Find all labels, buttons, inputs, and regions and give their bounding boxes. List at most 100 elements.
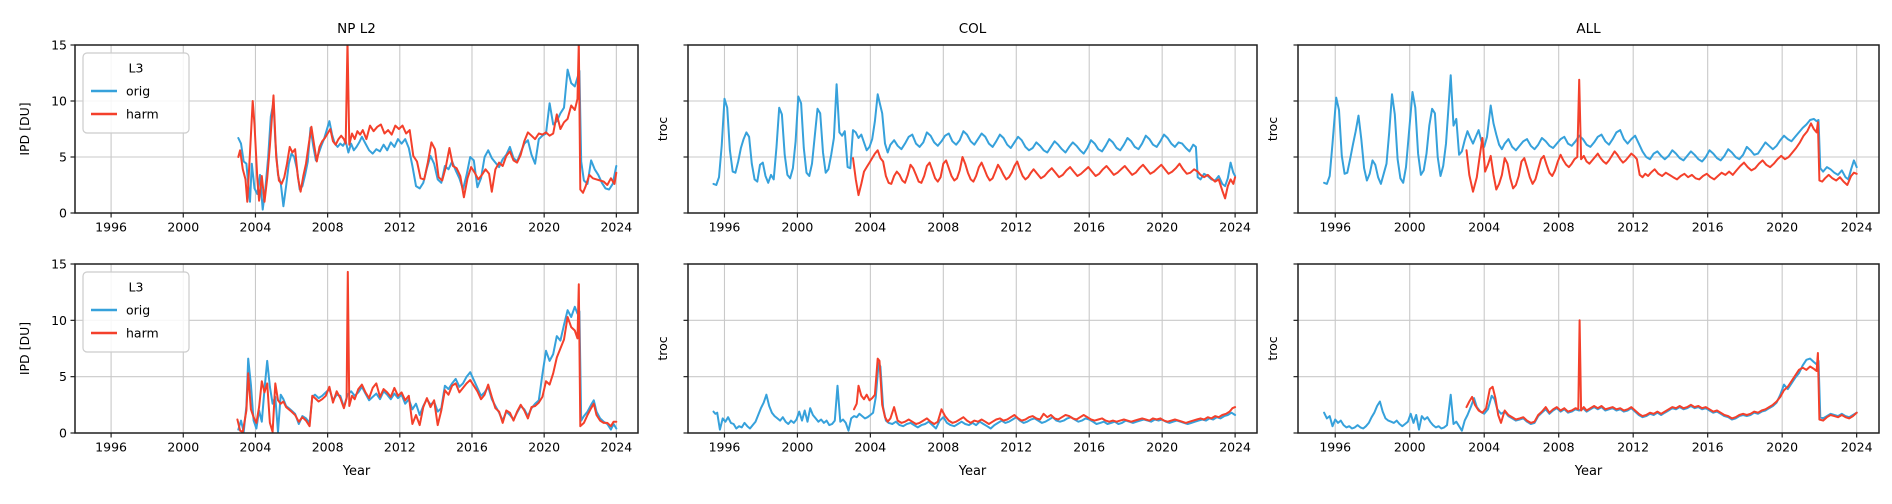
x-tick-label: 2004 bbox=[240, 440, 272, 455]
x-tick-label: 1996 bbox=[709, 440, 741, 455]
y-axis-label: IPD [DU] bbox=[17, 322, 32, 375]
plot-border bbox=[74, 44, 639, 214]
plot-border bbox=[687, 263, 1258, 434]
x-tick-label: 2024 bbox=[1219, 220, 1251, 235]
plot-border bbox=[1297, 263, 1880, 434]
series-line-harm bbox=[237, 45, 618, 203]
subplot-title: NP L2 bbox=[337, 21, 376, 37]
y-tick-label: 15 bbox=[51, 257, 67, 272]
x-tick-label: 2004 bbox=[854, 440, 886, 455]
x-tick-label: 2012 bbox=[384, 440, 416, 455]
series-line-harm bbox=[852, 149, 1237, 200]
x-tick-label: 1996 bbox=[1319, 440, 1351, 455]
x-tick-label: 1996 bbox=[95, 440, 127, 455]
x-axis-label: Year bbox=[1574, 464, 1603, 479]
x-tick-label: 2016 bbox=[1073, 220, 1105, 235]
subplot-np-l2-top: 1996 2000 2004 2008 2012 2016 2020 2024 0 5 10 15 NP… bbox=[17, 21, 639, 235]
x-tick-label: 2016 bbox=[1692, 440, 1724, 455]
x-tick-label: 2008 bbox=[312, 440, 344, 455]
series-line-orig bbox=[712, 362, 1237, 432]
y-axis-label: troc bbox=[655, 117, 670, 141]
x-tick-label: 2004 bbox=[1468, 440, 1500, 455]
series-line-orig bbox=[1323, 74, 1858, 185]
x-tick-label: 2020 bbox=[1766, 220, 1798, 235]
y-tick-label: 0 bbox=[59, 206, 67, 221]
y-tick-label: 10 bbox=[51, 94, 67, 109]
subplot-np-l2-bottom: 1996 2000 2004 2008 2012 2016 2020 2024 0 5 10 15 IP… bbox=[17, 257, 639, 479]
x-tick-label: 2024 bbox=[600, 440, 632, 455]
subplot-col-top: 1996 2000 2004 2008 2012 2016 2020 2024 COL troc bbox=[655, 21, 1258, 235]
x-tick-label: 2016 bbox=[1073, 440, 1105, 455]
x-tick-label: 2012 bbox=[1617, 440, 1649, 455]
series-line-orig bbox=[237, 305, 618, 433]
x-tick-label: 2024 bbox=[1841, 220, 1873, 235]
x-tick-label: 1996 bbox=[95, 220, 127, 235]
y-axis-label: troc bbox=[1265, 336, 1280, 360]
y-tick-label: 15 bbox=[51, 38, 67, 53]
x-tick-label: 2000 bbox=[167, 220, 199, 235]
series-line-harm bbox=[236, 270, 618, 433]
x-tick-label: 2024 bbox=[600, 220, 632, 235]
y-tick-label: 0 bbox=[59, 426, 67, 441]
x-tick-label: 2000 bbox=[1394, 220, 1426, 235]
x-tick-label: 2012 bbox=[384, 220, 416, 235]
x-tick-label: 2020 bbox=[1146, 220, 1178, 235]
legend: L3 orig harm bbox=[82, 271, 190, 353]
x-tick-label: 2000 bbox=[167, 440, 199, 455]
x-tick-label: 2020 bbox=[1146, 440, 1178, 455]
x-tick-label: 2020 bbox=[1766, 440, 1798, 455]
subplot-title: ALL bbox=[1576, 21, 1601, 37]
legend-title: L3 bbox=[129, 61, 144, 76]
x-tick-label: 2004 bbox=[240, 220, 272, 235]
legend-label-harm: harm bbox=[126, 326, 159, 341]
x-tick-label: 2020 bbox=[528, 440, 560, 455]
legend-label-harm: harm bbox=[126, 107, 159, 122]
legend-title: L3 bbox=[129, 280, 144, 295]
x-tick-label: 2008 bbox=[1543, 220, 1575, 235]
x-tick-label: 2016 bbox=[1692, 220, 1724, 235]
series-line-harm bbox=[1465, 78, 1858, 193]
legend-label-orig: orig bbox=[126, 303, 150, 318]
plot-border bbox=[687, 44, 1258, 214]
y-axis-label: troc bbox=[1265, 117, 1280, 141]
x-tick-label: 2004 bbox=[854, 220, 886, 235]
plot-border bbox=[1297, 44, 1880, 214]
x-tick-label: 2024 bbox=[1841, 440, 1873, 455]
x-tick-label: 2008 bbox=[927, 440, 959, 455]
plot-border bbox=[74, 263, 639, 434]
series-line-orig bbox=[712, 83, 1237, 188]
x-tick-label: 2008 bbox=[1543, 440, 1575, 455]
x-tick-label: 2000 bbox=[782, 220, 814, 235]
x-tick-label: 2000 bbox=[1394, 440, 1426, 455]
x-tick-label: 1996 bbox=[1319, 220, 1351, 235]
x-tick-label: 2024 bbox=[1219, 440, 1251, 455]
y-axis-label: IPD [DU] bbox=[17, 102, 32, 155]
subplot-col-bottom: 1996 2000 2004 2008 2012 2016 2020 2024 troc Year bbox=[655, 263, 1258, 479]
y-axis-label: troc bbox=[655, 336, 670, 360]
x-axis-label: Year bbox=[958, 464, 987, 479]
subplot-all-top: 1996 2000 2004 2008 2012 2016 2020 2024 ALL troc bbox=[1265, 21, 1880, 235]
x-tick-label: 2008 bbox=[927, 220, 959, 235]
x-tick-label: 2012 bbox=[1000, 440, 1032, 455]
series-line-harm bbox=[1465, 319, 1858, 424]
x-tick-label: 1996 bbox=[709, 220, 741, 235]
x-tick-label: 2004 bbox=[1468, 220, 1500, 235]
legend-label-orig: orig bbox=[126, 84, 150, 99]
x-tick-label: 2016 bbox=[456, 440, 488, 455]
legend: L3 orig harm bbox=[82, 52, 190, 134]
x-tick-label: 2012 bbox=[1617, 220, 1649, 235]
y-tick-label: 5 bbox=[59, 150, 67, 165]
y-tick-label: 5 bbox=[59, 369, 67, 384]
subplot-title: COL bbox=[959, 21, 987, 37]
series-line-harm bbox=[853, 357, 1237, 425]
x-tick-label: 2012 bbox=[1000, 220, 1032, 235]
subplot-all-bottom: 1996 2000 2004 2008 2012 2016 2020 2024 troc Year bbox=[1265, 263, 1880, 479]
y-tick-label: 10 bbox=[51, 313, 67, 328]
x-tick-label: 2008 bbox=[312, 220, 344, 235]
x-tick-label: 2000 bbox=[782, 440, 814, 455]
x-tick-label: 2016 bbox=[456, 220, 488, 235]
series-line-orig bbox=[237, 68, 618, 211]
x-tick-label: 2020 bbox=[528, 220, 560, 235]
